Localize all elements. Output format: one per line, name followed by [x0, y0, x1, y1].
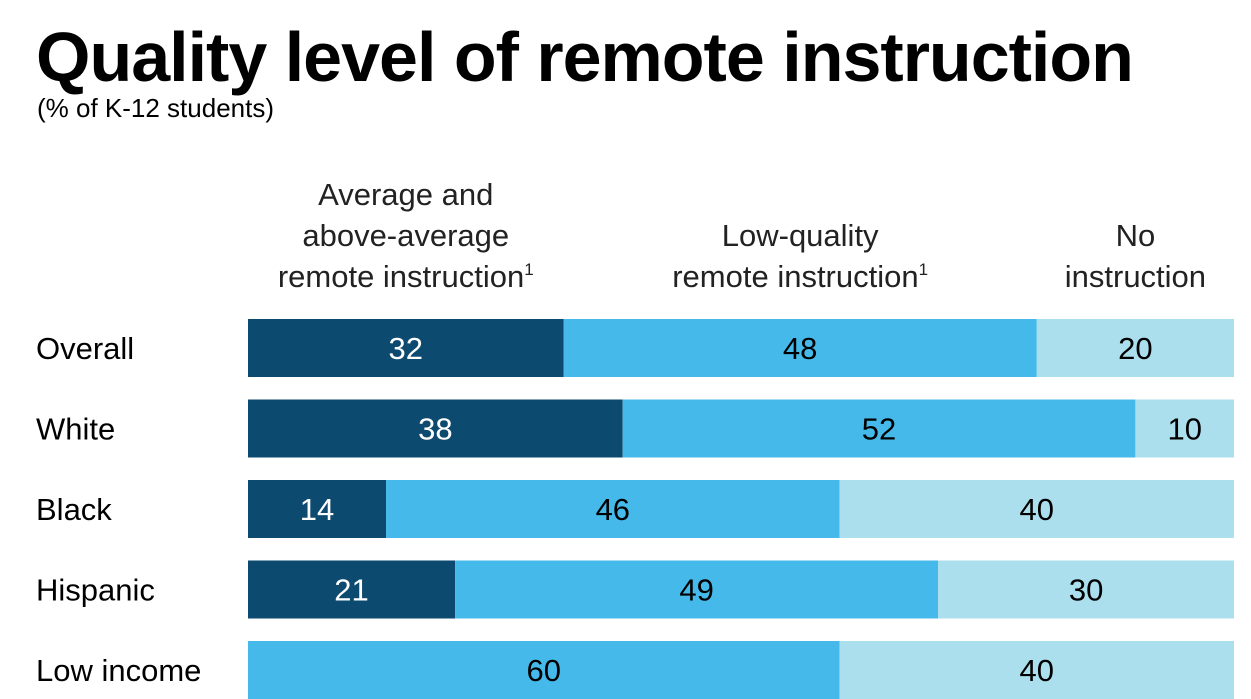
- column-header-1-line-3: remote instruction1: [278, 259, 534, 294]
- row-label-overall: Overall: [36, 331, 134, 366]
- bar-value-label: 38: [418, 412, 452, 447]
- chart-title: Quality level of remote instruction: [36, 18, 1134, 96]
- bar-segment: [248, 480, 387, 538]
- footnote-marker: 1: [524, 260, 533, 279]
- bar-value-label: 30: [1069, 573, 1103, 608]
- bar-value-label: 48: [783, 331, 817, 366]
- bar-segment: [248, 399, 623, 458]
- bar-segment: [1036, 319, 1234, 377]
- column-header-2-line-1: Low-quality: [722, 218, 879, 253]
- footnote-marker: 1: [919, 260, 928, 279]
- row-label-hispanic: Hispanic: [36, 573, 155, 608]
- column-header-2-line-2: remote instruction1: [672, 259, 928, 294]
- bar-value-label: 46: [596, 492, 630, 527]
- bar-segment: [455, 560, 939, 619]
- column-header-3-line-1: No: [1116, 218, 1156, 253]
- bar-value-label: 32: [389, 331, 423, 366]
- bar-segment: [938, 560, 1234, 619]
- row-label-white: White: [36, 412, 115, 447]
- bar-segment: [839, 480, 1234, 538]
- bar-value-label: 52: [862, 412, 896, 447]
- bar-segment: [1135, 399, 1234, 458]
- column-header-1-line-2: above-average: [302, 218, 509, 253]
- chart-subtitle: (% of K-12 students): [37, 93, 274, 123]
- bar-segment: [622, 399, 1136, 458]
- bar-segment: [839, 641, 1234, 699]
- column-header-1-line-1: Average and: [318, 177, 493, 212]
- bar-value-label: 21: [334, 573, 368, 608]
- bar-value-label: 49: [679, 573, 713, 608]
- bar-value-label: 14: [300, 492, 334, 527]
- bar-value-label: 60: [527, 653, 561, 688]
- bar-segment: [248, 641, 840, 699]
- row-label-black: Black: [36, 492, 112, 527]
- bar-value-label: 40: [1020, 492, 1054, 527]
- bar-segment: [386, 480, 840, 538]
- bar-value-label: 40: [1020, 653, 1054, 688]
- bar-segment: [248, 319, 564, 377]
- bar-segment: [563, 319, 1037, 377]
- bar-segment: [248, 560, 456, 619]
- row-label-low-income: Low income: [36, 653, 201, 688]
- column-header-3-line-2: instruction: [1065, 259, 1206, 294]
- bar-value-label: 10: [1167, 412, 1201, 447]
- bar-value-label: 20: [1118, 331, 1152, 366]
